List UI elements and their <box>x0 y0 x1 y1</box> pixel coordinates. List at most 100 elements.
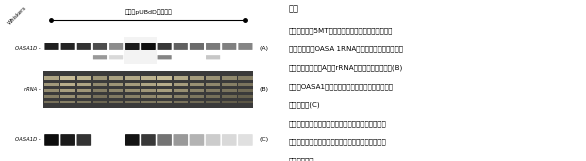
FancyBboxPatch shape <box>141 43 155 50</box>
FancyBboxPatch shape <box>45 43 59 50</box>
Bar <box>141 101 156 103</box>
Text: Whiskers: Whiskers <box>6 5 27 25</box>
Bar <box>60 76 75 80</box>
Bar <box>158 89 172 92</box>
Bar <box>60 83 75 86</box>
FancyBboxPatch shape <box>93 43 107 50</box>
FancyBboxPatch shape <box>141 43 155 50</box>
Bar <box>93 83 107 86</box>
Bar <box>206 95 220 98</box>
Bar <box>222 101 237 103</box>
Bar <box>238 76 253 80</box>
Bar <box>109 89 124 92</box>
FancyBboxPatch shape <box>125 134 139 146</box>
Bar <box>77 101 91 103</box>
Bar <box>190 76 204 80</box>
Bar <box>206 89 220 92</box>
Bar <box>173 83 188 86</box>
FancyBboxPatch shape <box>125 43 139 50</box>
Bar <box>158 95 172 98</box>
Bar <box>141 76 156 80</box>
FancyBboxPatch shape <box>125 43 139 50</box>
FancyBboxPatch shape <box>238 134 253 146</box>
Bar <box>60 89 75 92</box>
Bar <box>93 76 107 80</box>
Bar <box>109 76 124 80</box>
FancyBboxPatch shape <box>60 43 75 50</box>
Bar <box>93 89 107 92</box>
FancyBboxPatch shape <box>157 134 172 146</box>
Text: rRNA -: rRNA - <box>24 87 40 92</box>
Bar <box>124 37 156 64</box>
Bar <box>77 76 91 80</box>
Text: (B): (B) <box>259 87 268 92</box>
FancyBboxPatch shape <box>173 134 188 146</box>
Bar <box>77 95 91 98</box>
Text: 片導入系統のOASA 1RNAプローブを用いたノーザ: 片導入系統のOASA 1RNAプローブを用いたノーザ <box>289 46 403 52</box>
Text: 導入された遣伝子は、転写レベルおよびタンパク質: 導入された遣伝子は、転写レベルおよびタンパク質 <box>289 120 387 127</box>
Bar <box>173 76 188 80</box>
Bar <box>44 101 59 103</box>
Bar <box>222 76 237 80</box>
Bar <box>206 76 220 80</box>
FancyBboxPatch shape <box>109 55 123 59</box>
Bar <box>206 101 220 103</box>
Bar <box>222 83 237 86</box>
Bar <box>125 76 139 80</box>
Bar <box>44 95 59 98</box>
Text: OASA1D -: OASA1D - <box>15 46 40 51</box>
Bar <box>60 95 75 98</box>
Text: レベルで予想されたサイズで発現しており、欠失は: レベルで予想されたサイズで発現しており、欠失は <box>289 138 387 145</box>
Text: (A): (A) <box>259 46 268 51</box>
FancyBboxPatch shape <box>141 134 156 146</box>
Text: ンブロット解析（A）、rRNAバンドの電気泳動図(B): ンブロット解析（A）、rRNAバンドの電気泳動図(B) <box>289 64 403 71</box>
Bar <box>190 89 204 92</box>
Text: (C): (C) <box>259 137 268 142</box>
Bar <box>93 101 107 103</box>
Bar <box>125 89 139 92</box>
FancyBboxPatch shape <box>190 43 204 50</box>
Bar <box>109 83 124 86</box>
Bar <box>60 101 75 103</box>
FancyBboxPatch shape <box>77 43 91 50</box>
Bar <box>238 101 253 103</box>
Bar <box>77 89 91 92</box>
FancyBboxPatch shape <box>222 134 237 146</box>
Text: 直鉤状pUBdD導入系統: 直鉤状pUBdD導入系統 <box>124 10 172 15</box>
Bar <box>173 101 188 103</box>
Bar <box>77 83 91 86</box>
Bar <box>125 83 139 86</box>
FancyBboxPatch shape <box>44 134 59 146</box>
Bar <box>190 101 204 103</box>
Bar <box>109 101 124 103</box>
Bar <box>43 71 254 108</box>
Bar <box>141 83 156 86</box>
Bar <box>109 95 124 98</box>
Text: 認められない: 認められない <box>289 157 315 161</box>
Text: 図２: 図２ <box>289 5 299 14</box>
Bar <box>158 101 172 103</box>
Bar <box>238 83 253 86</box>
Text: OASA1D -: OASA1D - <box>15 137 40 142</box>
FancyBboxPatch shape <box>60 134 75 146</box>
Bar <box>173 95 188 98</box>
Bar <box>93 95 107 98</box>
FancyBboxPatch shape <box>158 55 172 59</box>
FancyBboxPatch shape <box>173 43 188 50</box>
Bar <box>125 101 139 103</box>
FancyBboxPatch shape <box>93 55 107 59</box>
Bar <box>222 89 237 92</box>
Bar <box>238 95 253 98</box>
FancyBboxPatch shape <box>158 43 172 50</box>
FancyBboxPatch shape <box>190 134 205 146</box>
Bar <box>44 83 59 86</box>
Text: ロット解析(C): ロット解析(C) <box>289 101 321 108</box>
FancyBboxPatch shape <box>206 55 220 59</box>
FancyBboxPatch shape <box>109 43 123 50</box>
Text: およびOASA1ペプチド抗体を用いたウェスタンブ: およびOASA1ペプチド抗体を用いたウェスタンブ <box>289 83 394 90</box>
FancyBboxPatch shape <box>77 134 91 146</box>
Bar <box>44 89 59 92</box>
FancyBboxPatch shape <box>239 43 253 50</box>
Bar <box>141 95 156 98</box>
Text: ウイスカ法と5MT選抜法で得られたカセット領域断: ウイスカ法と5MT選抜法で得られたカセット領域断 <box>289 27 393 34</box>
